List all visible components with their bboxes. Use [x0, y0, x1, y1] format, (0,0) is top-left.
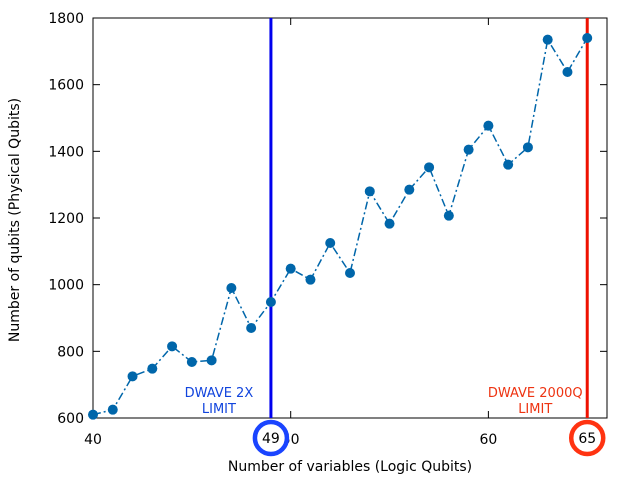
data-point [305, 274, 316, 285]
y-tick-label: 1400 [48, 144, 84, 160]
limit-highlight-value: 65 [578, 431, 596, 447]
x-tick-label: 60 [479, 432, 497, 448]
data-point [206, 355, 217, 366]
data-point [127, 371, 138, 382]
x-tick-label: 40 [84, 432, 102, 448]
data-point [167, 341, 178, 352]
limit-label-line: LIMIT [202, 402, 236, 417]
data-point [582, 33, 593, 43]
data-point [503, 159, 514, 170]
y-tick-label: 800 [57, 344, 84, 360]
data-point [226, 283, 237, 293]
limit-label-line: DWAVE 2X [185, 386, 254, 401]
limit-lines [269, 18, 589, 418]
data-point [107, 404, 118, 415]
data-point [463, 144, 474, 155]
data-point [483, 120, 494, 131]
limit-highlights: 49 65 [252, 419, 606, 457]
plot-area [92, 17, 608, 419]
data-point [404, 184, 415, 195]
limit-highlight-circle [252, 419, 290, 457]
y-tick-label: 1200 [48, 211, 84, 227]
data-point [562, 67, 573, 77]
data-point [147, 363, 158, 374]
limit-label-line: LIMIT [518, 402, 552, 417]
y-tick-label: 1000 [48, 278, 84, 294]
y-axis-label: Number of qubits (Physical Qubits) [7, 98, 23, 342]
data-point [325, 238, 336, 248]
limit-highlight-value: 49 [262, 431, 280, 447]
limit-label-line: DWAVE 2000Q [488, 386, 583, 401]
data-point [265, 297, 276, 307]
data-point [246, 323, 257, 333]
limit-highlight-circle [568, 419, 606, 457]
data-point [88, 409, 98, 420]
data-point [186, 357, 197, 367]
x-axis-label: Number of variables (Logic Qubits) [228, 459, 472, 475]
data-point [522, 142, 533, 153]
y-tick-label: 1800 [48, 11, 84, 27]
y-axis-ticks: 600 800 1000 1200 1400 1600 1800 [48, 11, 607, 427]
data-point [345, 268, 355, 278]
y-tick-label: 1600 [48, 78, 84, 94]
data-point [424, 162, 435, 173]
data-point [384, 218, 395, 229]
y-tick-label: 600 [57, 411, 84, 427]
data-point [443, 210, 454, 221]
series-layer [88, 33, 593, 420]
data-point [364, 186, 375, 197]
data-point [285, 263, 296, 274]
data-point [542, 34, 553, 45]
